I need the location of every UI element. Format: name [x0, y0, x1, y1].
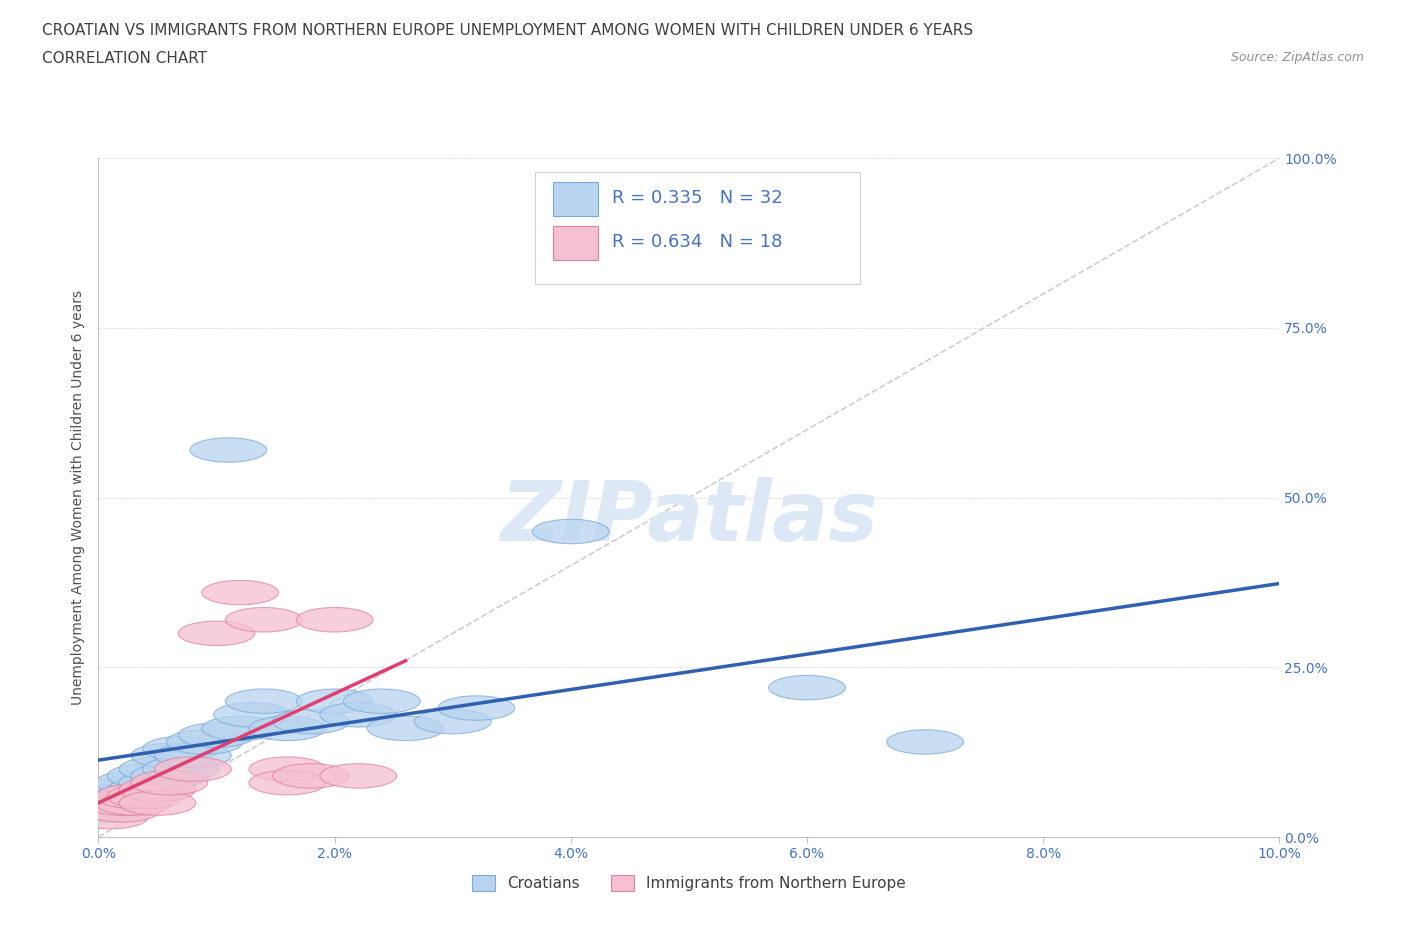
Text: ZIPatlas: ZIPatlas — [501, 477, 877, 558]
Ellipse shape — [155, 743, 232, 768]
Ellipse shape — [84, 777, 160, 802]
Ellipse shape — [72, 804, 149, 829]
Text: CORRELATION CHART: CORRELATION CHART — [42, 51, 207, 66]
Ellipse shape — [273, 710, 349, 734]
Ellipse shape — [72, 798, 149, 822]
Ellipse shape — [249, 716, 326, 740]
Ellipse shape — [84, 798, 160, 822]
Ellipse shape — [415, 710, 491, 734]
Ellipse shape — [120, 777, 195, 802]
Ellipse shape — [107, 764, 184, 788]
Ellipse shape — [107, 784, 184, 808]
Ellipse shape — [297, 689, 373, 713]
Ellipse shape — [249, 757, 326, 781]
Text: Source: ZipAtlas.com: Source: ZipAtlas.com — [1230, 51, 1364, 64]
Ellipse shape — [131, 764, 208, 788]
Ellipse shape — [249, 770, 326, 795]
Ellipse shape — [533, 519, 609, 544]
Ellipse shape — [225, 607, 302, 632]
Ellipse shape — [202, 716, 278, 740]
Ellipse shape — [96, 790, 173, 816]
Ellipse shape — [96, 784, 173, 808]
Ellipse shape — [131, 743, 208, 768]
Ellipse shape — [120, 757, 195, 781]
FancyBboxPatch shape — [536, 172, 860, 284]
Ellipse shape — [769, 675, 845, 700]
Ellipse shape — [214, 702, 291, 727]
Ellipse shape — [297, 607, 373, 632]
Ellipse shape — [273, 764, 349, 788]
Ellipse shape — [319, 764, 396, 788]
Ellipse shape — [107, 777, 184, 802]
Ellipse shape — [120, 790, 195, 816]
Ellipse shape — [437, 696, 515, 720]
Ellipse shape — [72, 784, 149, 808]
Ellipse shape — [84, 790, 160, 816]
Ellipse shape — [225, 689, 302, 713]
Ellipse shape — [190, 438, 267, 462]
Ellipse shape — [96, 770, 173, 795]
Ellipse shape — [179, 723, 254, 748]
Text: R = 0.335   N = 32: R = 0.335 N = 32 — [612, 189, 783, 207]
Text: R = 0.634   N = 18: R = 0.634 N = 18 — [612, 232, 783, 250]
Ellipse shape — [343, 689, 420, 713]
Ellipse shape — [143, 757, 219, 781]
Ellipse shape — [143, 737, 219, 761]
Ellipse shape — [319, 702, 396, 727]
Ellipse shape — [202, 580, 278, 605]
Legend: Croatians, Immigrants from Northern Europe: Croatians, Immigrants from Northern Euro… — [467, 869, 911, 897]
Ellipse shape — [84, 790, 160, 816]
Ellipse shape — [96, 784, 173, 808]
Ellipse shape — [166, 730, 243, 754]
Text: CROATIAN VS IMMIGRANTS FROM NORTHERN EUROPE UNEMPLOYMENT AMONG WOMEN WITH CHILDR: CROATIAN VS IMMIGRANTS FROM NORTHERN EUR… — [42, 23, 973, 38]
Ellipse shape — [155, 757, 232, 781]
Ellipse shape — [887, 730, 963, 754]
Ellipse shape — [120, 770, 195, 795]
Ellipse shape — [367, 716, 444, 740]
FancyBboxPatch shape — [553, 226, 598, 260]
Y-axis label: Unemployment Among Women with Children Under 6 years: Unemployment Among Women with Children U… — [72, 290, 86, 705]
FancyBboxPatch shape — [553, 182, 598, 216]
Ellipse shape — [179, 621, 254, 645]
Ellipse shape — [131, 770, 208, 795]
